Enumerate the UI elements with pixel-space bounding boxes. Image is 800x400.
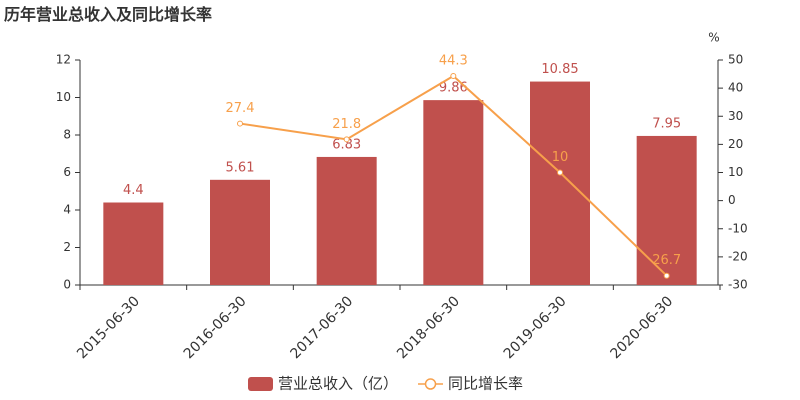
bar [423,100,484,285]
line-value-label: 21.8 [332,117,361,132]
bar-value-label: 6.83 [332,137,361,152]
bar-value-label: 9.86 [439,81,468,96]
bar-value-label: 5.61 [226,160,255,175]
line-point [663,272,670,279]
legend-label[interactable]: 营业总收入（亿） [278,375,398,393]
bar [636,135,697,285]
bar [316,156,377,285]
y2-axis-label: % [708,31,719,45]
legend-swatch[interactable] [248,377,273,391]
bar [210,179,270,285]
y2-tick-label: 30 [728,109,743,123]
x-tick-label: 2020-06-30 [607,293,676,362]
y2-tick-label: 20 [728,137,743,151]
legend-label[interactable]: 同比增长率 [448,375,523,393]
x-tick-label: 2019-06-30 [501,293,570,362]
x-tick-label: 2015-06-30 [74,293,143,362]
y-tick-label: 2 [63,240,71,254]
y2-tick-label: 40 [728,81,743,95]
bar-value-label: 4.4 [123,183,144,198]
bar [530,81,590,285]
y-tick-label: 6 [63,165,71,179]
x-tick-label: 2018-06-30 [394,293,463,362]
y2-tick-label: 0 [728,193,736,207]
line-point [237,120,243,127]
chart-title: 历年营业总收入及同比增长率 [4,5,212,24]
line-value-label: 26.7 [652,253,681,268]
y-tick-label: 12 [56,53,71,67]
y-tick-label: 8 [63,128,71,142]
bar [103,202,164,285]
y-tick-label: 4 [63,203,71,217]
y2-tick-label: -30 [728,278,748,292]
line-point [450,73,457,80]
bar-value-label: 10.85 [541,62,578,77]
y-tick-label: 0 [63,278,71,292]
x-tick-label: 2017-06-30 [287,293,356,362]
line-value-label: 44.3 [439,54,468,69]
y2-tick-label: -20 [728,249,748,263]
line-value-label: 10 [552,150,569,165]
line-point [343,136,350,143]
line-point [557,169,563,176]
y2-tick-label: 10 [728,165,743,179]
y-tick-label: 10 [56,90,71,104]
y2-tick-label: -10 [728,221,748,235]
bar-value-label: 7.95 [652,116,681,131]
legend-swatch-point[interactable] [424,378,437,390]
y2-tick-label: 50 [728,53,743,67]
x-tick-label: 2016-06-30 [181,293,250,362]
line-value-label: 27.4 [226,101,255,116]
